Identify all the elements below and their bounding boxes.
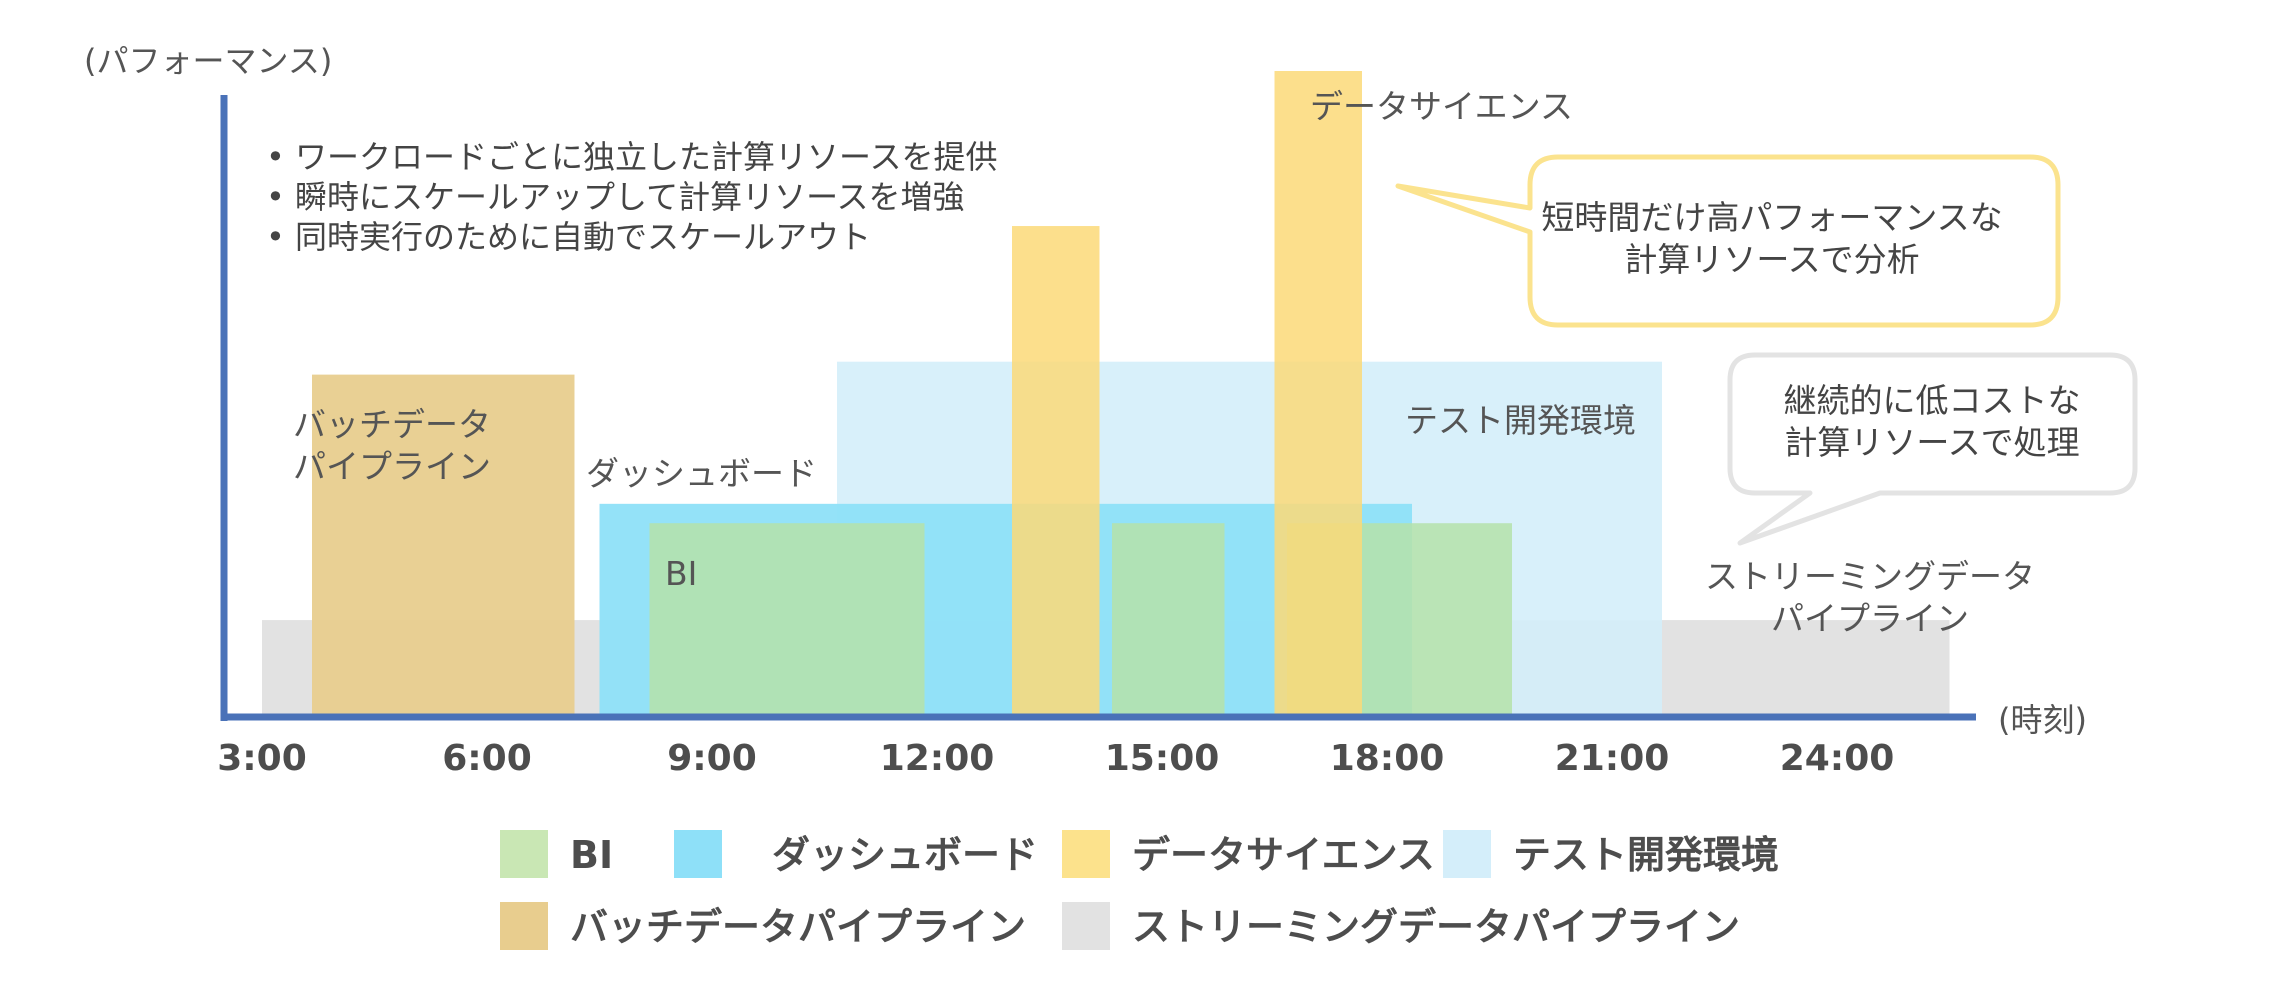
legend-swatch-4 (500, 902, 548, 950)
callout-streaming-text-1: 計算リソースで処理 (1784, 423, 2079, 462)
axis-layer: (パフォーマンス) (時刻) (84, 42, 2087, 739)
series-label-2-0: ダッシュボード (586, 454, 817, 493)
feature-item-1: • 瞬時にスケールアップして計算リソースを増強 (266, 178, 965, 216)
x-tick-label: 21:00 (1555, 738, 1670, 779)
series-label-4-0: バッチデータ (293, 405, 491, 444)
x-tick-label: 9:00 (667, 738, 757, 779)
series-label-0-1: パイプライン (1771, 599, 1969, 638)
x-tick-label: 3:00 (217, 738, 307, 779)
feature-item-0: • ワークロードごとに独立した計算リソースを提供 (266, 138, 997, 176)
callout-streaming-box (1727, 352, 2138, 546)
y-axis-label: (パフォーマンス) (84, 42, 332, 80)
legend-label-1: ダッシュボード (772, 833, 1038, 877)
x-tick-label: 15:00 (1105, 738, 1220, 779)
legend-label-4: バッチデータパイプライン (570, 905, 1026, 949)
legend-label-2: データサイエンス (1132, 833, 1435, 877)
series-layer (262, 71, 1950, 718)
x-tick-label: 6:00 (442, 738, 532, 779)
feature-list: • ワークロードごとに独立した計算リソースを提供• 瞬時にスケールアップして計算… (266, 138, 997, 256)
feature-item-2: • 同時実行のために自動でスケールアウト (266, 218, 871, 256)
legend-swatch-2 (1062, 830, 1110, 878)
legend-swatch-1 (674, 830, 722, 878)
series-3-bar-1 (1112, 523, 1225, 717)
callout-streaming-text-0: 継続的に低コストな (1784, 381, 2081, 420)
legend-swatch-3 (1443, 830, 1491, 878)
callout-layer: 短時間だけ高パフォーマンスな計算リソースで分析継続的に低コストな計算リソースで処… (1395, 154, 2138, 546)
series-label-5-0: データサイエンス (1310, 87, 1573, 126)
series-label-1-0: テスト開発環境 (1405, 401, 1636, 440)
series-5-bar-0 (1012, 226, 1100, 718)
x-tick-label: 18:00 (1330, 738, 1445, 779)
legend-label-5: ストリーミングデータパイプライン (1132, 905, 1740, 949)
series-3-bar-0 (649, 523, 925, 717)
callout-data-science-text-0: 短時間だけ高パフォーマンスな (1541, 198, 2002, 237)
legend-label-0: BI (570, 833, 613, 877)
label-layer: ストリーミングデータパイプラインテスト開発環境ダッシュボードBIバッチデータパイ… (293, 87, 2035, 638)
series-5-bar-1 (1274, 71, 1362, 717)
callout-data-science-box (1395, 154, 2061, 328)
series-label-0-0: ストリーミングデータ (1705, 557, 2035, 596)
x-tick-label: 12:00 (880, 738, 995, 779)
series-4-bar-0 (312, 374, 575, 717)
callout-data-science-text-1: 計算リソースで分析 (1624, 240, 1919, 279)
legend-swatch-5 (1062, 902, 1110, 950)
series-label-4-1: パイプライン (293, 447, 491, 486)
tick-layer: 3:00 6:00 9:00 12:00 15:00 18:00 21:00 24:00 (217, 738, 1894, 779)
legend-label-3: テスト開発環境 (1513, 833, 1779, 877)
x-axis-label: (時刻) (1998, 701, 2087, 739)
legend-swatch-0 (500, 830, 548, 878)
x-tick-label: 24:00 (1780, 738, 1895, 779)
series-label-3-0: BI (665, 554, 697, 593)
